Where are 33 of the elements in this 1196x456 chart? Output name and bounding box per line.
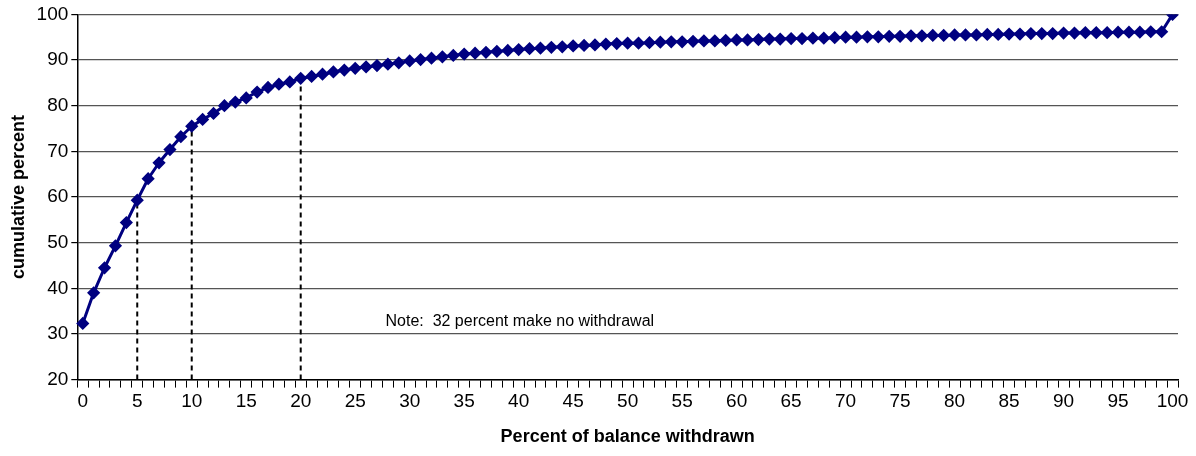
- x-tick-label: 90: [1053, 390, 1075, 412]
- x-tick-label: 80: [944, 390, 966, 412]
- annotation: Note: 32 percent make no withdrawal: [385, 311, 655, 329]
- y-tick-label: 80: [47, 93, 69, 115]
- x-tick-label: 50: [617, 390, 639, 412]
- x-tick-label: 15: [235, 390, 257, 412]
- x-tick-label: 30: [399, 390, 421, 412]
- y-tick-label: 50: [47, 230, 69, 252]
- x-tick-label: 55: [671, 390, 693, 412]
- x-tick-label: 5: [131, 390, 143, 412]
- x-tick-label: 65: [780, 390, 802, 412]
- x-tick-label: 60: [726, 390, 748, 412]
- x-tick-label: 20: [290, 390, 312, 412]
- x-tick-label: 25: [344, 390, 366, 412]
- x-tick-label: 35: [453, 390, 475, 412]
- x-tick-label: 70: [835, 390, 857, 412]
- x-tick-label: 100: [1156, 390, 1189, 412]
- x-tick-label: 95: [1107, 390, 1129, 412]
- y-tick-label: 30: [47, 322, 69, 344]
- y-tick-label: 20: [47, 367, 69, 389]
- x-axis-title: Percent of balance withdrawn: [500, 426, 755, 447]
- x-tick-label: 85: [998, 390, 1020, 412]
- y-axis-title: cumulative percent: [7, 114, 28, 280]
- x-tick-label: 75: [889, 390, 911, 412]
- y-tick-label: 90: [47, 48, 69, 70]
- x-tick-label: 40: [508, 390, 530, 412]
- x-tick-label: 0: [77, 390, 89, 412]
- y-tick-label: 40: [47, 276, 69, 298]
- y-tick-label: 70: [47, 139, 69, 161]
- y-tick-label: 60: [47, 185, 69, 207]
- y-tick-label: 100: [36, 2, 69, 24]
- x-tick-label: 45: [562, 390, 584, 412]
- x-tick-label: 10: [181, 390, 203, 412]
